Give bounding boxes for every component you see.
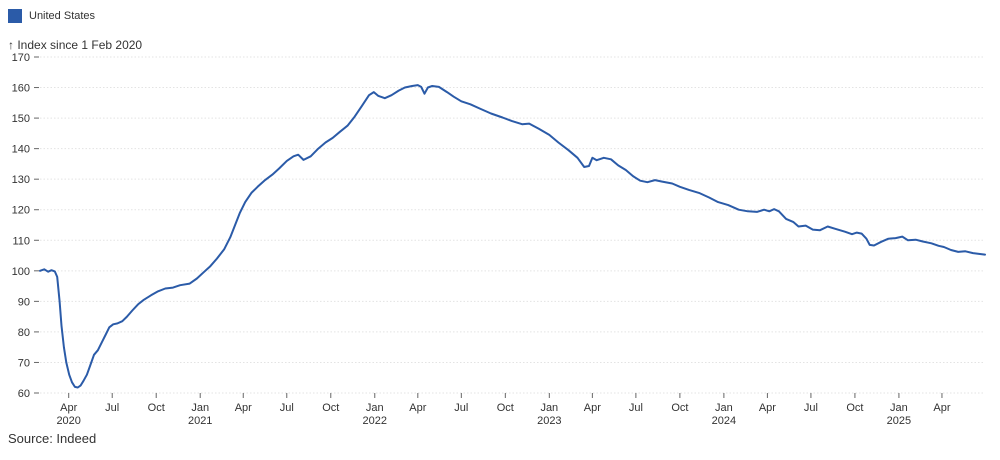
y-tick-label: 110 bbox=[12, 235, 30, 247]
y-tick-label: 120 bbox=[12, 205, 30, 217]
x-tick-label: Jul bbox=[629, 402, 643, 414]
y-tick-label: 170 bbox=[12, 52, 30, 64]
x-tick-label: Jul bbox=[454, 402, 468, 414]
y-tick-label: 80 bbox=[18, 327, 30, 339]
x-tick-label: Jul bbox=[105, 402, 119, 414]
series-layer bbox=[39, 84, 986, 389]
x-tick-label: Oct bbox=[497, 402, 514, 414]
y-tick-label: 90 bbox=[18, 296, 30, 308]
x-tick-year-label: 2024 bbox=[712, 415, 736, 427]
y-tick-label: 160 bbox=[12, 83, 30, 95]
x-tick-label: Apr bbox=[409, 402, 426, 414]
x-tick-label: Oct bbox=[148, 402, 165, 414]
x-tick-year-label: 2023 bbox=[537, 415, 561, 427]
x-tick-label: Apr bbox=[759, 402, 776, 414]
x-tick-label: Jan bbox=[890, 402, 908, 414]
legend-swatch bbox=[8, 9, 22, 23]
y-tick-label: 60 bbox=[18, 388, 30, 400]
x-tick-label: Apr bbox=[235, 402, 252, 414]
x-tick-year-label: 2025 bbox=[887, 415, 911, 427]
x-tick-label: Jan bbox=[715, 402, 733, 414]
x-tick-label: Jul bbox=[804, 402, 818, 414]
source-note: Source: Indeed bbox=[8, 431, 97, 446]
x-tick-year-label: 2020 bbox=[56, 415, 80, 427]
y-axis-title: ↑ Index since 1 Feb 2020 bbox=[8, 38, 143, 52]
legend-label: United States bbox=[29, 10, 96, 22]
y-tick-label: 150 bbox=[12, 113, 30, 125]
y-tick-label: 70 bbox=[18, 357, 30, 369]
x-tick-label: Oct bbox=[671, 402, 688, 414]
x-tick-year-label: 2022 bbox=[363, 415, 387, 427]
x-tick-year-label: 2021 bbox=[188, 415, 212, 427]
x-tick-label: Apr bbox=[933, 402, 950, 414]
x-tick-label: Apr bbox=[60, 402, 77, 414]
y-tick-label: 100 bbox=[12, 266, 30, 278]
x-tick-label: Oct bbox=[846, 402, 863, 414]
x-tick-label: Jan bbox=[540, 402, 558, 414]
legend: United States bbox=[8, 9, 95, 23]
series-line-united-states bbox=[39, 84, 986, 389]
x-tick-label: Apr bbox=[584, 402, 601, 414]
gridlines bbox=[40, 56, 985, 394]
y-tick-label: 130 bbox=[12, 174, 30, 186]
y-tick-label: 140 bbox=[12, 144, 30, 156]
x-tick-label: Jul bbox=[280, 402, 294, 414]
x-tick-label: Jan bbox=[366, 402, 384, 414]
x-tick-label: Oct bbox=[322, 402, 339, 414]
x-tick-label: Jan bbox=[191, 402, 209, 414]
y-axis-ticks: 60 70 80 90 100 110 120 130 140 150 160 170 bbox=[12, 52, 39, 400]
